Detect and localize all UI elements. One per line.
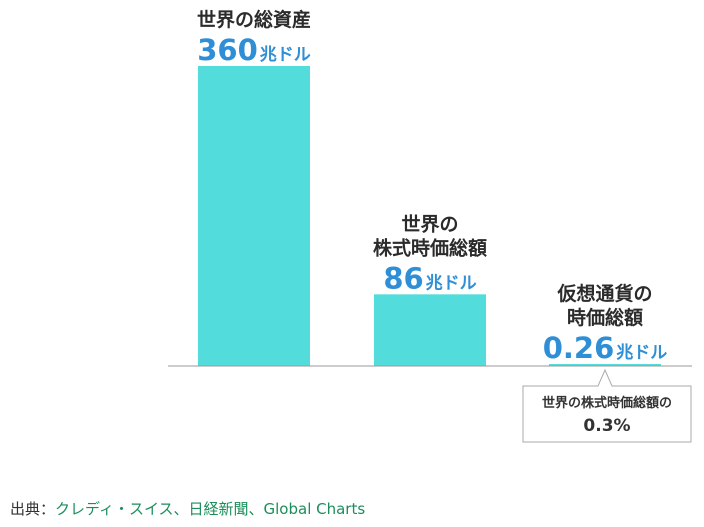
category-label-1-1: 世界の総資産	[197, 8, 311, 31]
annotation-line-1: 世界の株式時価総額の	[542, 395, 672, 411]
annotation-line-2: 0.3%	[583, 416, 630, 436]
value-unit-3: 兆ドル	[616, 343, 667, 363]
value-number-1: 360	[197, 33, 258, 67]
bar-2	[374, 294, 486, 366]
value-number-2: 86	[383, 261, 423, 295]
source-label: 出典：	[10, 500, 56, 518]
value-label-3: 0.26 兆ドル	[543, 331, 668, 365]
category-label-2-1: 世界の	[401, 213, 458, 235]
value-unit-1: 兆ドル	[260, 45, 311, 65]
value-label-1: 360 兆ドル	[197, 33, 311, 67]
value-label-2: 86 兆ドル	[383, 261, 476, 295]
category-label-3-1: 仮想通貨の	[556, 282, 652, 305]
value-number-3: 0.26	[543, 331, 615, 365]
bar-1	[198, 66, 310, 366]
bar-3	[549, 364, 661, 366]
category-label-2-2: 株式時価総額	[373, 236, 487, 259]
source-text: クレディ・スイス、日経新聞、Global Charts	[55, 500, 366, 518]
value-unit-2: 兆ドル	[426, 273, 477, 293]
category-label-3-2: 時価総額	[567, 306, 643, 329]
annotation-callout-box	[522, 368, 692, 443]
source-credit: 出典：クレディ・スイス、日経新聞、Global Charts	[10, 498, 365, 519]
